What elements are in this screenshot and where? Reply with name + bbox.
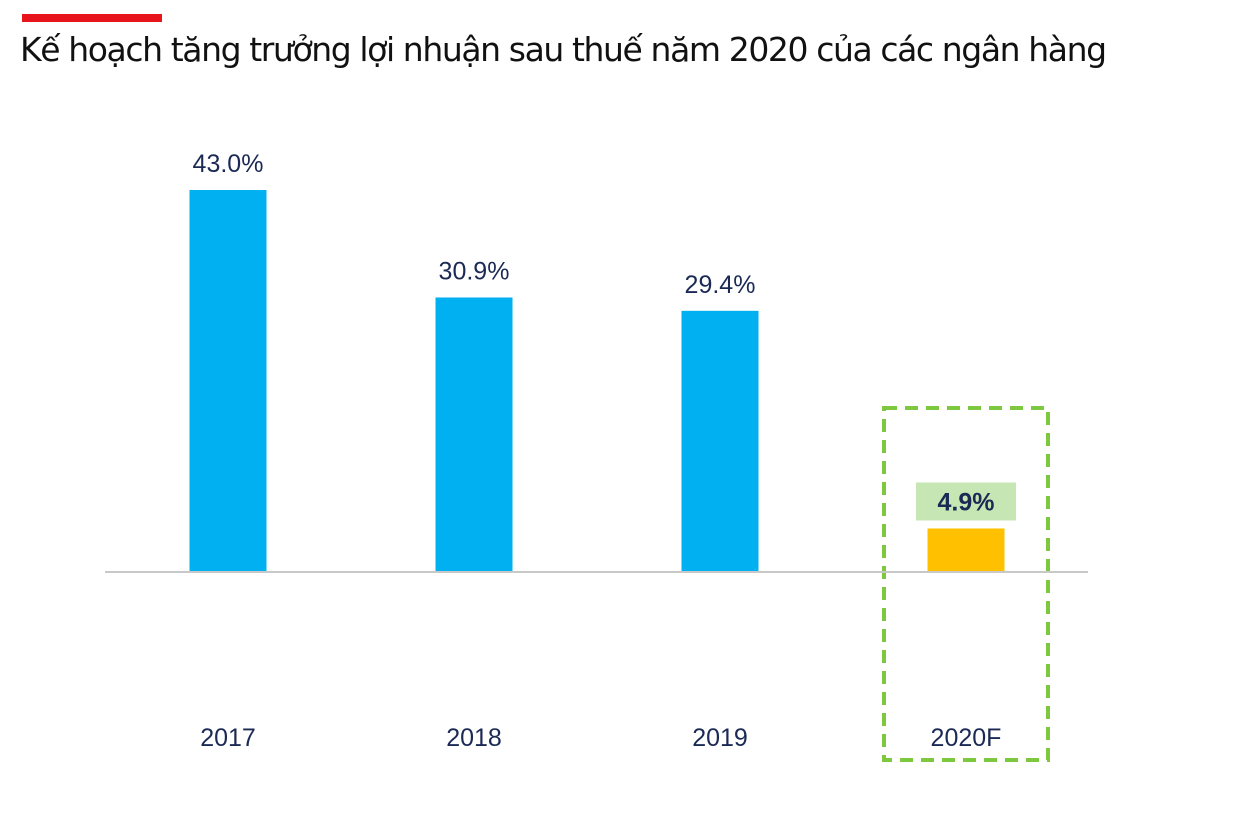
value-label-background-2020f <box>916 482 1016 521</box>
value-label-2018: 30.9% <box>439 257 510 285</box>
bar-2019 <box>681 310 759 572</box>
category-label-2018: 2018 <box>446 724 502 752</box>
category-label-2020f: 2020F <box>931 724 1002 752</box>
category-label-2019: 2019 <box>692 724 748 752</box>
value-label-2019: 29.4% <box>685 271 756 299</box>
bar-2020f <box>927 528 1005 572</box>
page-title: Kế hoạch tăng trưởng lợi nhuận sau thuế … <box>20 30 1107 69</box>
value-label-2020f: 4.9% <box>938 488 995 516</box>
category-label-2017: 2017 <box>200 724 256 752</box>
bar-2017 <box>189 190 267 572</box>
title-accent-bar <box>22 14 162 22</box>
value-label-2017: 43.0% <box>193 150 264 178</box>
forecast-highlight-box <box>882 406 1050 762</box>
bar-2018 <box>435 297 513 572</box>
